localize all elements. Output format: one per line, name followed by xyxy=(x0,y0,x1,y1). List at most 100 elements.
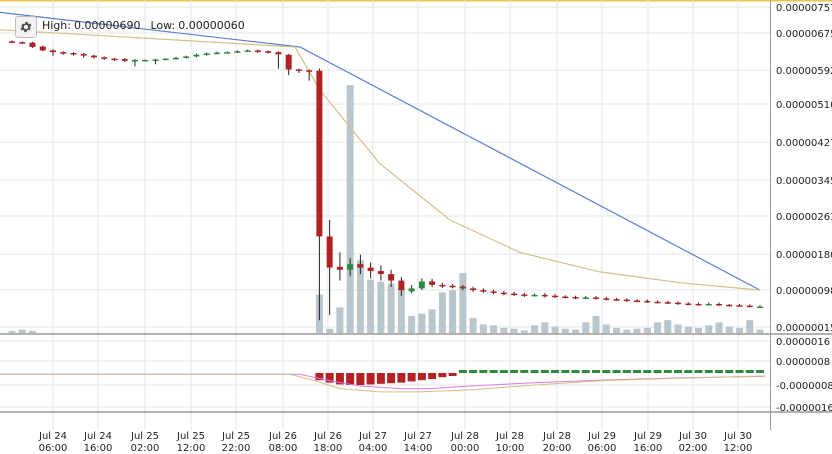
volume-bar xyxy=(592,315,600,333)
time-tick-label: 04:00 xyxy=(359,443,388,454)
candle-body xyxy=(644,300,651,303)
macd-histogram-bar xyxy=(499,370,508,373)
volume-bar xyxy=(346,85,354,333)
time-tick-label: 06:00 xyxy=(39,443,68,454)
candle-body xyxy=(736,305,743,307)
time-tick-label: Jul 25 xyxy=(221,431,250,442)
candle-body xyxy=(111,58,118,61)
volume-bar xyxy=(387,283,395,333)
high-low-readout: High: 0.00000690 Low: 0.00000060 xyxy=(42,19,248,32)
volume-bar xyxy=(541,322,549,333)
candle-body xyxy=(90,55,97,58)
price-tick-label: 0.00000510 xyxy=(776,100,832,111)
time-tick-label: 00:00 xyxy=(451,443,480,454)
volume-bar xyxy=(684,326,692,333)
candle-body xyxy=(593,297,600,299)
macd-histogram-bar xyxy=(458,370,467,373)
macd-histogram-bar xyxy=(479,370,488,373)
time-tick-label: Jul 25 xyxy=(130,431,159,442)
settings-button[interactable] xyxy=(15,16,37,38)
macd-histogram-bar xyxy=(438,373,447,378)
candle-body xyxy=(470,288,477,291)
candle-body xyxy=(70,53,77,55)
time-tick-label: 18:00 xyxy=(314,443,343,454)
candle-body xyxy=(152,59,159,62)
candle-body xyxy=(80,53,87,56)
candle-body xyxy=(398,280,405,291)
macd-histogram-bar xyxy=(735,370,744,373)
candle-body xyxy=(449,285,456,288)
candle-body xyxy=(418,281,425,289)
volume-bar xyxy=(643,327,651,333)
candle-body xyxy=(429,281,436,285)
candle-body xyxy=(295,69,302,71)
macd-histogram-bar xyxy=(633,370,642,373)
time-tick-label: Jul 27 xyxy=(403,431,432,442)
volume-bar xyxy=(28,330,36,333)
time-tick-label: Jul 26 xyxy=(313,431,342,442)
macd-histogram-bar xyxy=(510,370,519,373)
volume-bar xyxy=(623,329,631,333)
candle-body xyxy=(9,41,15,43)
candle-body xyxy=(582,297,589,299)
candle-body xyxy=(131,59,138,62)
long-moving-average-line xyxy=(0,11,761,291)
macd-histogram-bar xyxy=(622,370,631,373)
candle-body xyxy=(142,59,149,62)
time-tick-label: Jul 27 xyxy=(358,431,387,442)
volume-bar xyxy=(654,322,662,333)
volume-bar xyxy=(326,328,334,333)
time-tick-label: Jul 28 xyxy=(542,431,571,442)
macd-histogram-bar xyxy=(756,370,764,373)
candle-body xyxy=(408,288,415,292)
time-tick-label: 12:00 xyxy=(724,443,753,454)
time-tick-label: 20:00 xyxy=(543,443,572,454)
macd-histogram-bar xyxy=(397,373,406,383)
macd-histogram-bar xyxy=(376,373,385,384)
candle-body xyxy=(552,295,559,298)
macd-histogram-bar xyxy=(581,370,590,373)
candle-body xyxy=(347,264,354,270)
candle-body xyxy=(19,42,26,44)
macd-histogram-bar xyxy=(540,370,549,373)
macd-histogram-bar xyxy=(674,370,683,373)
candle-body xyxy=(459,286,466,289)
volume-bar xyxy=(756,329,764,333)
candle-body xyxy=(326,236,333,268)
macd-histogram-bar xyxy=(653,370,662,373)
gear-icon xyxy=(20,21,32,33)
candle-body xyxy=(726,304,733,307)
candle-body xyxy=(521,294,528,296)
volume-bar xyxy=(469,318,477,333)
volume-bar xyxy=(336,307,344,333)
time-tick-label: 08:00 xyxy=(269,443,298,454)
time-tick-label: Jul 30 xyxy=(723,431,752,442)
candle-body xyxy=(716,303,723,306)
candle-body xyxy=(234,51,241,53)
candle-body xyxy=(306,70,313,72)
candle-body xyxy=(29,42,36,47)
price-tick-label: 0.00000427 xyxy=(776,138,832,149)
candle-body xyxy=(203,53,210,55)
macd-histogram-bar xyxy=(428,373,437,379)
price-tick-label: 0.00000675 xyxy=(776,29,832,40)
candle-body xyxy=(60,52,67,54)
macd-histogram-bar xyxy=(715,370,724,373)
candle-body xyxy=(685,303,692,306)
macd-histogram-bar xyxy=(612,370,621,373)
volume-bar xyxy=(551,326,559,333)
price-tick-label: 0.00000180 xyxy=(776,250,832,261)
macd-tick-label: -0.0000016 xyxy=(776,403,832,414)
macd-histogram-bar xyxy=(417,373,426,381)
candle-body xyxy=(757,306,763,309)
short-moving-average-line xyxy=(0,29,761,291)
time-tick-label: Jul 25 xyxy=(176,431,205,442)
volume-bar xyxy=(428,309,436,333)
price-tick-label: 0.00000098 xyxy=(776,286,832,297)
candle-body xyxy=(367,267,374,272)
volume-bar xyxy=(613,327,621,333)
macd-histogram-bar xyxy=(684,370,693,373)
candle-body xyxy=(224,52,231,54)
